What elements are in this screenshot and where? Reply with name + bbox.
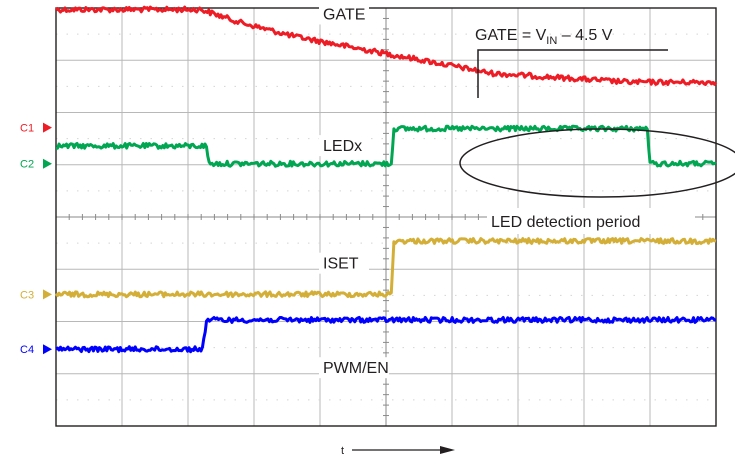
screen-frame: [55, 7, 717, 427]
channel-marker-c2: [43, 158, 52, 169]
channel-label-c3: C3: [20, 289, 34, 301]
led-detection-label: LED detection period: [491, 214, 640, 231]
time-axis-label: t: [341, 445, 344, 457]
trace-label-ledx: LEDx: [323, 138, 362, 155]
trace-labels: GATE LEDx ISET PWM/EN: [319, 3, 389, 379]
channel-markers: C1 C2 C3 C4: [20, 122, 52, 356]
trace-label-bg: [319, 252, 369, 274]
gate-annotation-main: GATE = V: [475, 27, 547, 44]
channel-label-c4: C4: [20, 344, 34, 356]
time-axis-indicator: t: [341, 445, 455, 457]
gate-annotation: GATE = VIN – 4.5 V: [475, 27, 668, 98]
trace-label-bg: [319, 135, 369, 157]
led-detection-label-bg: [487, 208, 695, 234]
gate-annotation-subscript: IN: [546, 35, 557, 47]
trace-label-bg: [319, 357, 389, 379]
gate-annotation-text: GATE = VIN – 4.5 V: [475, 27, 613, 47]
trace-label-bg: [319, 3, 369, 25]
trace-iset: [54, 237, 717, 299]
gate-annotation-bracket: [477, 49, 668, 98]
trace-label-iset: ISET: [323, 256, 359, 273]
trace-label-pwm-en: PWM/EN: [323, 360, 389, 377]
channel-marker-c3: [43, 289, 52, 300]
channel-marker-c4: [43, 344, 52, 355]
gate-annotation-tail: – 4.5 V: [557, 27, 612, 44]
led-detection-ellipse: [459, 128, 735, 198]
trace-label-gate: GATE: [323, 6, 365, 23]
trace-pwm-en: [55, 315, 716, 354]
trace-gate: [54, 5, 718, 86]
time-axis-arrowhead: [440, 446, 455, 454]
channel-marker-c1: [43, 122, 52, 133]
channel-label-c2: C2: [20, 159, 34, 171]
channel-label-c1: C1: [20, 123, 34, 135]
led-detection-annotation: LED detection period: [459, 128, 735, 234]
